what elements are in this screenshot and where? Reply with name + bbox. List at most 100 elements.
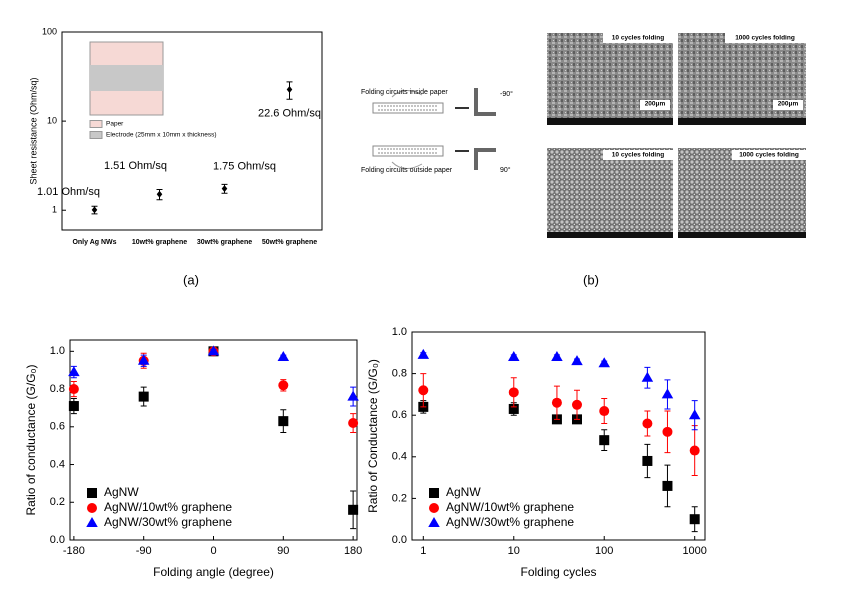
x-tick-label: 10: [508, 545, 520, 557]
scale-box: [773, 100, 803, 110]
marker: [662, 426, 673, 437]
marker: [91, 206, 98, 214]
marker: [348, 504, 359, 515]
marker: [599, 435, 610, 446]
circuit: [372, 102, 444, 114]
marker: [571, 355, 583, 366]
sem-image: [547, 148, 673, 238]
folded: [474, 88, 496, 116]
marker: [156, 190, 163, 198]
marker: [508, 403, 519, 414]
y-tick-label: 0.4: [392, 451, 407, 463]
data-label: 22.6 Ohm/sq: [258, 107, 321, 119]
y-tick-label: 0.0: [50, 534, 65, 546]
marker: [689, 514, 700, 525]
marker: [662, 480, 673, 491]
legend-label: Paper: [106, 121, 124, 128]
y-tick-label: 1: [52, 205, 57, 215]
sem-title: 10 cycles folding: [612, 152, 664, 159]
diagram-label: -90°: [500, 90, 513, 98]
x-tick-label: 100: [595, 545, 613, 557]
marker: [599, 406, 610, 417]
folded: [474, 148, 496, 170]
panel-label: (a): [183, 272, 199, 287]
marker: [68, 366, 80, 377]
marker: [598, 357, 610, 368]
y-tick-label: 0.2: [392, 492, 407, 504]
y-axis-label: Ratio of conductance (G/G₀): [24, 364, 38, 515]
folding-diagram: [372, 88, 496, 170]
legend-label: AgNW: [446, 485, 481, 499]
marker: [688, 409, 701, 420]
marker: [429, 488, 439, 498]
x-tick-label: 50wt% graphene: [262, 239, 317, 246]
title-box: [603, 33, 673, 43]
marker: [508, 350, 520, 361]
marker: [641, 371, 654, 382]
circuit: [372, 145, 444, 157]
marker: [508, 387, 519, 398]
x-tick-label: 1000: [682, 545, 706, 557]
marker: [221, 185, 228, 193]
legend-label: AgNW/10wt% graphene: [446, 500, 574, 514]
sem-images: [547, 33, 806, 238]
info-bar: [678, 232, 806, 238]
y-tick-label: 0.2: [50, 496, 65, 508]
marker: [278, 416, 289, 427]
marker: [68, 384, 79, 395]
legend-swatch: [89, 131, 103, 139]
x-tick-label: 0: [210, 545, 216, 557]
data-label: 1.75 Ohm/sq: [213, 160, 276, 172]
info-bar: [547, 232, 673, 238]
legend-swatch: [89, 120, 103, 128]
x-tick-label: 10wt% graphene: [132, 239, 187, 246]
marker: [571, 399, 582, 410]
info-bar: [678, 118, 806, 125]
data-label: 1.51 Ohm/sq: [104, 160, 167, 172]
x-tick-label: Only Ag NWs: [72, 239, 116, 246]
data-label: 1.01 Ohm/sq: [37, 186, 100, 198]
x-tick-label: 1: [420, 545, 426, 557]
sem-title: 1000 cycles folding: [735, 35, 795, 42]
marker: [68, 401, 79, 412]
legend-label: AgNW/30wt% graphene: [104, 515, 232, 529]
scale-box: [640, 100, 670, 110]
title-box: [732, 150, 806, 160]
sem-image: [678, 148, 806, 238]
marker: [348, 418, 359, 429]
marker: [138, 391, 149, 402]
inset-electrode: [90, 65, 163, 91]
marker: [418, 385, 429, 396]
marker: [87, 503, 97, 513]
sem-title: 1000 cycles folding: [739, 152, 799, 159]
marker: [87, 488, 97, 498]
legend-label: AgNW/30wt% graphene: [446, 515, 574, 529]
y-tick-label: 0.6: [392, 409, 407, 421]
marker: [551, 397, 562, 408]
x-tick-label: -180: [63, 545, 85, 557]
y-tick-label: 10: [47, 115, 57, 125]
marker: [689, 445, 700, 456]
marker: [661, 388, 674, 399]
x-tick-label: 180: [344, 545, 362, 557]
x-tick-label: 90: [277, 545, 289, 557]
marker: [286, 86, 293, 94]
legend-label: AgNW/10wt% graphene: [104, 500, 232, 514]
y-axis-label: Sheet resistance (Ohm/sq): [28, 77, 38, 184]
marker: [207, 345, 220, 356]
marker: [551, 350, 563, 361]
y-axis-label: Ratio of Conductance (G/G₀): [366, 359, 380, 513]
x-tick-label: -90: [136, 545, 152, 557]
y-tick-label: 0.0: [392, 534, 407, 546]
legend-label: AgNW: [104, 485, 139, 499]
marker: [347, 390, 359, 401]
title-box: [603, 150, 673, 160]
panel-label: (b): [583, 272, 599, 287]
marker: [277, 350, 290, 361]
sem-image: [547, 33, 673, 125]
marker: [429, 503, 439, 513]
marker: [86, 517, 98, 527]
arc: [391, 161, 423, 169]
marker: [278, 380, 289, 391]
